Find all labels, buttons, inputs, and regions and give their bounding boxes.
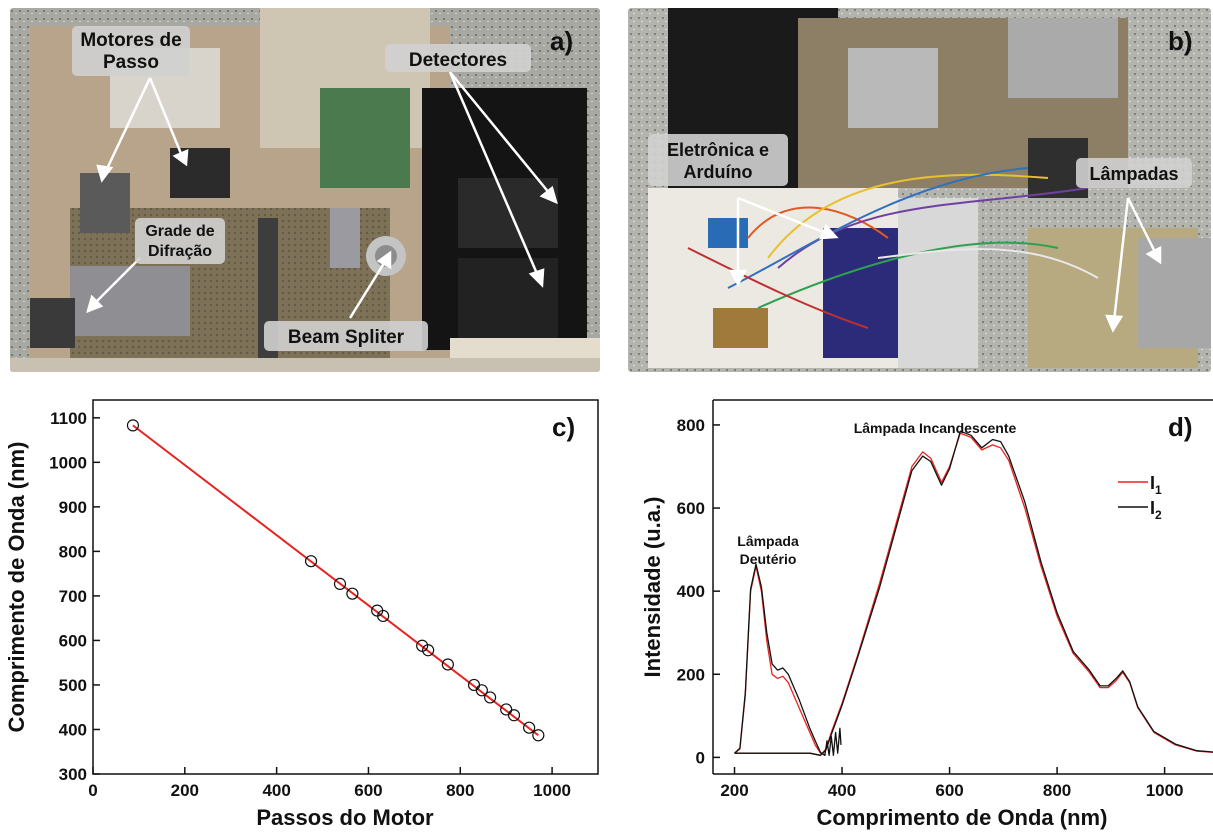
chart-c-point <box>377 609 390 623</box>
chart-c-xtick-label: 400 <box>262 781 290 800</box>
chart-c-point <box>422 644 435 657</box>
chart-c-ytick-label: 800 <box>59 542 87 561</box>
chart-d-series-i1-deuterium <box>734 565 827 756</box>
label-bg-detectores <box>385 44 531 72</box>
chart-c-xlabel: Passos do Motor <box>256 805 434 830</box>
annotation-arrows <box>86 71 558 319</box>
chart-d-xtick-label: 400 <box>828 781 856 800</box>
chart-c-ytick-label: 300 <box>59 765 87 784</box>
frame-bottom <box>10 358 600 372</box>
chart-c-ytick-label: 1000 <box>49 453 87 472</box>
label-bg-eletronica <box>648 134 788 186</box>
wires <box>687 167 1099 329</box>
label-bg-motores <box>72 26 190 76</box>
legend-i1-label: I1 <box>1150 473 1162 497</box>
label-bg-grade <box>135 218 225 264</box>
chart-d-xtick-label: 1000 <box>1146 781 1184 800</box>
chart-c: 0 200 400 600 800 1000 300 400 500 600 700 800 900 10… <box>4 399 599 830</box>
chart-c-xtick-label: 0 <box>88 781 97 800</box>
protoboard <box>898 198 978 368</box>
label-bg-beam <box>264 321 428 351</box>
chart-d-series-i2-deuterium <box>734 563 842 756</box>
chart-c-point <box>475 684 488 697</box>
chart-c-ytick-label: 900 <box>59 498 87 517</box>
chart-d-series-i1-visible <box>734 432 1213 756</box>
circuit-board <box>320 88 410 188</box>
chart-c-axes: 0 200 400 600 800 1000 300 400 500 600 700 800 900 10… <box>49 409 571 800</box>
panel-letter-d: d) <box>1168 412 1193 442</box>
chart-c-point <box>441 658 454 671</box>
chart-d-xtick-label: 800 <box>1043 781 1071 800</box>
chart-c-xtick-label: 600 <box>354 781 382 800</box>
chart-d-axes: 200 400 600 800 1000 0 200 400 600 800 <box>677 416 1184 800</box>
chart-d-ytick-label: 200 <box>677 665 705 684</box>
chart-c-point <box>126 419 140 432</box>
chart-d-ytick-label: 0 <box>696 748 705 767</box>
optics-mount <box>848 48 938 128</box>
label-lampadas: Lâmpadas <box>1089 164 1178 184</box>
stepper-motor-2 <box>80 173 130 233</box>
label-eletronica-e: Eletrônica e <box>667 140 769 160</box>
chart-c-point <box>304 555 318 568</box>
chart-d-lines <box>734 430 1213 756</box>
chart-c-points <box>126 419 545 742</box>
panel-letter-c: c) <box>552 412 575 442</box>
legend-i2-label: I2 <box>1150 498 1162 522</box>
chart-c-frame <box>92 399 599 775</box>
chart-d-xtick-label: 200 <box>720 781 748 800</box>
photo-panel-b: Eletrônica e Arduíno Lâmpadas b) <box>628 8 1211 372</box>
chart-c-ylabel: Comprimento de Onda (nm) <box>4 442 29 733</box>
chart-c-ytick-label: 400 <box>59 720 87 739</box>
chart-d-series-i2-visible <box>734 430 1213 756</box>
chart-d-ylabel: Intensidade (u.a.) <box>640 497 665 678</box>
label-motores-de: Motores de <box>80 30 181 51</box>
chart-c-point <box>532 729 545 742</box>
label-grade-de: Grade de <box>145 223 214 240</box>
beam-splitter-mount <box>330 208 360 268</box>
perf-board <box>713 308 768 348</box>
annotation-arrows <box>728 196 1162 333</box>
chart-c-point <box>346 587 359 600</box>
chart-d-xlabel: Comprimento de Onda (nm) <box>817 805 1108 830</box>
arduino-board <box>823 228 898 358</box>
label-bg-lampadas <box>1076 158 1192 188</box>
annot-incandescente: Lâmpada Incandescente <box>854 420 1017 436</box>
photo-panel-a: Motores de Passo Detectores Grade de Dif… <box>10 8 600 372</box>
chart-c-point <box>523 721 536 734</box>
chart-c-xtick-label: 1000 <box>533 781 571 800</box>
chart-c-point <box>500 703 513 716</box>
chart-c-xtick-label: 200 <box>171 781 199 800</box>
chart-c-ytick-label: 700 <box>59 587 87 606</box>
grating-stage <box>1008 18 1118 98</box>
label-difracao: Difração <box>148 243 212 260</box>
panel-letter-b: b) <box>1168 26 1193 56</box>
annot-deuterio-1: Lâmpada <box>737 533 799 549</box>
chart-d-xtick-label: 600 <box>935 781 963 800</box>
chart-d-ytick-label: 800 <box>677 416 705 435</box>
chart-c-xtick-label: 800 <box>446 781 474 800</box>
detector-window-1 <box>458 178 558 248</box>
chart-c-point <box>333 577 347 590</box>
chart-c-point <box>484 691 497 704</box>
label-passo: Passo <box>103 52 159 73</box>
chart-c-ytick-label: 1100 <box>50 409 87 428</box>
label-detectores: Detectores <box>409 50 507 71</box>
chart-c-ytick-label: 500 <box>59 676 87 695</box>
annot-deuterio-2: Deutério <box>740 551 797 567</box>
relay-module <box>708 218 748 248</box>
stepper-motor-3 <box>30 298 75 348</box>
chart-d-ytick-label: 400 <box>677 582 705 601</box>
chart-d-ytick-label: 600 <box>677 499 705 518</box>
chart-c-ytick-label: 600 <box>59 631 87 650</box>
panel-letter-a: a) <box>550 26 573 56</box>
label-arduino: Arduíno <box>684 162 753 182</box>
label-beam-spliter: Beam Spliter <box>288 327 405 348</box>
chart-c-point <box>507 709 521 722</box>
